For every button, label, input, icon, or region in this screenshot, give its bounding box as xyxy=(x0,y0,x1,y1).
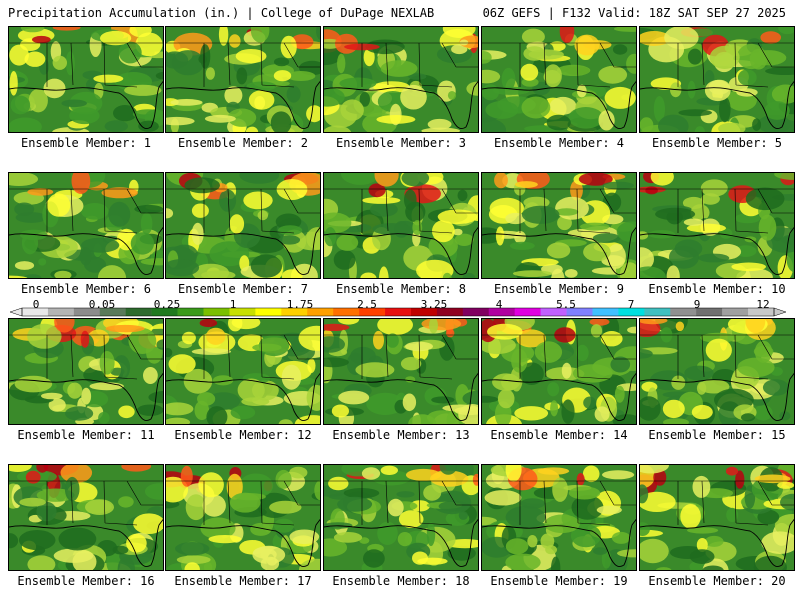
ensemble-member-label: Ensemble Member: 6 xyxy=(20,282,152,296)
colorbar-segment xyxy=(385,308,412,316)
ensemble-member-label: Ensemble Member: 4 xyxy=(493,136,625,150)
colorbar-segment xyxy=(73,308,101,316)
colorbar-segment xyxy=(592,308,619,316)
ensemble-member-map xyxy=(165,172,321,279)
colorbar-segment xyxy=(488,308,515,316)
ensemble-member-map xyxy=(323,26,479,133)
ensemble-member-map xyxy=(639,464,795,571)
ensemble-member-map xyxy=(639,172,795,279)
colorbar-segment xyxy=(203,308,230,316)
ensemble-member-label: Ensemble Member: 5 xyxy=(651,136,783,150)
colorbar-tick-label: 12 xyxy=(756,298,770,311)
ensemble-member-label: Ensemble Member: 18 xyxy=(332,574,470,588)
ensemble-member-label: Ensemble Member: 2 xyxy=(177,136,309,150)
colorbar-segment xyxy=(307,308,334,316)
ensemble-member-label: Ensemble Member: 15 xyxy=(648,428,786,442)
colorbar-segment xyxy=(281,308,308,316)
colorbar-min-arrow xyxy=(9,307,23,317)
ensemble-member-map xyxy=(165,464,321,571)
colorbar-tick-label: 1 xyxy=(229,298,237,311)
run-valid-time: 06Z GEFS | F132 Valid: 18Z SAT SEP 27 20… xyxy=(482,6,786,20)
colorbar-segment xyxy=(125,308,152,316)
colorbar-segment xyxy=(229,308,256,316)
colorbar-segment xyxy=(177,308,204,316)
colorbar-tick-label: 7 xyxy=(627,298,635,311)
colorbar-segment xyxy=(99,308,127,316)
colorbar-segment xyxy=(151,308,178,316)
ensemble-member-map xyxy=(8,26,164,133)
colorbar-segment xyxy=(618,308,645,316)
ensemble-member-map xyxy=(165,26,321,133)
colorbar-segment xyxy=(748,308,775,316)
colorbar-tick-label: 0 xyxy=(32,298,40,311)
ensemble-member-label: Ensemble Member: 12 xyxy=(174,428,312,442)
ensemble-member-label: Ensemble Member: 10 xyxy=(648,282,786,296)
map-title: Precipitation Accumulation (in.) | Colle… xyxy=(8,6,435,20)
ensemble-member-label: Ensemble Member: 3 xyxy=(335,136,467,150)
colorbar-tick-label: 3.25 xyxy=(420,298,448,311)
ensemble-member-label: Ensemble Member: 19 xyxy=(490,574,628,588)
ensemble-member-label: Ensemble Member: 17 xyxy=(174,574,312,588)
colorbar-segment xyxy=(566,308,593,316)
ensemble-member-map xyxy=(481,464,637,571)
ensemble-member-map xyxy=(165,318,321,425)
ensemble-member-label: Ensemble Member: 14 xyxy=(490,428,628,442)
ensemble-member-map xyxy=(8,464,164,571)
colorbar-tick-label: 0.05 xyxy=(88,298,116,311)
precip-colorbar xyxy=(9,307,787,317)
colorbar-segment xyxy=(514,308,541,316)
ensemble-member-map xyxy=(323,318,479,425)
ensemble-member-map xyxy=(481,26,637,133)
ensemble-member-label: Ensemble Member: 13 xyxy=(332,428,470,442)
colorbar-segment xyxy=(410,308,438,316)
ensemble-member-label: Ensemble Member: 11 xyxy=(17,428,155,442)
ensemble-member-map xyxy=(481,172,637,279)
ensemble-member-label: Ensemble Member: 16 xyxy=(17,574,155,588)
ensemble-member-map xyxy=(639,318,795,425)
colorbar-segment xyxy=(47,308,75,316)
colorbar-segment xyxy=(436,308,464,316)
ensemble-member-label: Ensemble Member: 20 xyxy=(648,574,786,588)
ensemble-member-label: Ensemble Member: 9 xyxy=(493,282,625,296)
colorbar-tick-label: 9 xyxy=(693,298,701,311)
colorbar-segment xyxy=(255,308,282,316)
colorbar-tick-label: 2.5 xyxy=(357,298,377,311)
colorbar-max-arrow xyxy=(773,307,787,317)
colorbar-segment xyxy=(670,308,697,316)
ensemble-member-map xyxy=(639,26,795,133)
ensemble-member-label: Ensemble Member: 8 xyxy=(335,282,467,296)
colorbar-tick-label: 5.5 xyxy=(556,298,576,311)
colorbar-segment xyxy=(696,308,723,316)
ensemble-member-map xyxy=(8,318,164,425)
colorbar-segment xyxy=(462,308,490,316)
colorbar-segment xyxy=(22,308,49,316)
colorbar-segment xyxy=(359,308,386,316)
colorbar-tick-label: 0.25 xyxy=(153,298,181,311)
colorbar-tick-label: 4 xyxy=(495,298,503,311)
ensemble-member-label: Ensemble Member: 7 xyxy=(177,282,309,296)
colorbar-segment xyxy=(540,308,567,316)
colorbar-segment xyxy=(644,308,671,316)
ensemble-member-map xyxy=(323,464,479,571)
colorbar-segment xyxy=(333,308,360,316)
ensemble-member-map xyxy=(8,172,164,279)
ensemble-member-map xyxy=(323,172,479,279)
colorbar-tick-label: 1.75 xyxy=(286,298,314,311)
colorbar-segment xyxy=(722,308,749,316)
ensemble-member-map xyxy=(481,318,637,425)
ensemble-member-label: Ensemble Member: 1 xyxy=(20,136,152,150)
